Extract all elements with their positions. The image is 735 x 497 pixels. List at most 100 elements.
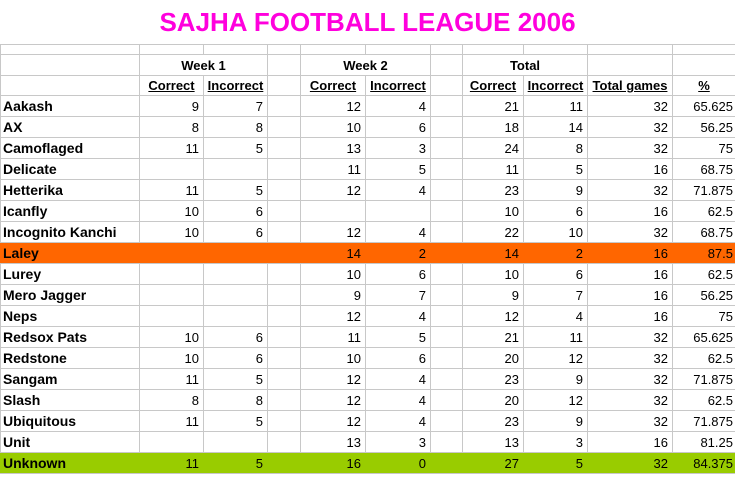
- cell-gap[interactable]: [267, 305, 301, 327]
- cell-percent[interactable]: 62.5: [672, 347, 735, 369]
- cell-total-correct[interactable]: 9: [462, 284, 524, 306]
- cell-gap[interactable]: [430, 431, 463, 453]
- cell-total-incorrect[interactable]: 10: [523, 221, 588, 243]
- cell-total-incorrect[interactable]: 8: [523, 137, 588, 159]
- cell-gap[interactable]: [267, 389, 301, 411]
- cell-week1-incorrect[interactable]: 6: [203, 200, 268, 222]
- cell-total-games[interactable]: 32: [587, 326, 673, 348]
- cell-week1-incorrect[interactable]: 5: [203, 137, 268, 159]
- cell-empty[interactable]: [300, 44, 366, 55]
- cell-total-correct[interactable]: 20: [462, 389, 524, 411]
- cell-percent[interactable]: 56.25: [672, 116, 735, 138]
- cell-gap[interactable]: [267, 368, 301, 390]
- header-total-correct[interactable]: Correct: [462, 75, 524, 96]
- cell-total-games[interactable]: 16: [587, 431, 673, 453]
- cell-percent[interactable]: 71.875: [672, 368, 735, 390]
- cell-total-incorrect[interactable]: 3: [523, 431, 588, 453]
- cell-week2-correct[interactable]: 12: [300, 410, 366, 432]
- cell-gap[interactable]: [430, 326, 463, 348]
- cell-gap[interactable]: [267, 95, 301, 117]
- cell-percent[interactable]: 62.5: [672, 200, 735, 222]
- cell-week2-correct[interactable]: 12: [300, 305, 366, 327]
- cell-gap[interactable]: [267, 158, 301, 180]
- cell-total-games[interactable]: 16: [587, 242, 673, 264]
- cell-week2-correct[interactable]: 12: [300, 95, 366, 117]
- cell-gap[interactable]: [430, 305, 463, 327]
- cell-team-name[interactable]: Ubiquitous: [0, 410, 140, 432]
- cell-total-incorrect[interactable]: 12: [523, 389, 588, 411]
- cell-week1-incorrect[interactable]: [203, 305, 268, 327]
- cell-week1-incorrect[interactable]: [203, 431, 268, 453]
- cell-team-name[interactable]: Delicate: [0, 158, 140, 180]
- cell-week1-incorrect[interactable]: 6: [203, 326, 268, 348]
- cell-total-correct[interactable]: 20: [462, 347, 524, 369]
- cell-total-incorrect[interactable]: 2: [523, 242, 588, 264]
- cell-gap[interactable]: [430, 158, 463, 180]
- cell-gap[interactable]: [430, 389, 463, 411]
- cell-total-correct[interactable]: 11: [462, 158, 524, 180]
- cell-total-incorrect[interactable]: 9: [523, 179, 588, 201]
- cell-week1-incorrect[interactable]: 8: [203, 389, 268, 411]
- cell-gap[interactable]: [267, 431, 301, 453]
- cell-empty[interactable]: [430, 44, 463, 55]
- header-week2-incorrect[interactable]: Incorrect: [365, 75, 431, 96]
- cell-empty[interactable]: [267, 44, 301, 55]
- cell-empty[interactable]: [462, 44, 524, 55]
- header-total[interactable]: Total: [462, 54, 588, 76]
- cell-week1-correct[interactable]: [139, 158, 204, 180]
- cell-week2-correct[interactable]: 12: [300, 389, 366, 411]
- cell-total-correct[interactable]: 13: [462, 431, 524, 453]
- cell-week2-incorrect[interactable]: 7: [365, 284, 431, 306]
- cell-team-name[interactable]: Redstone: [0, 347, 140, 369]
- cell-week1-correct[interactable]: 8: [139, 116, 204, 138]
- cell-percent[interactable]: 84.375: [672, 452, 735, 474]
- cell-total-correct[interactable]: 10: [462, 263, 524, 285]
- cell-total-games[interactable]: 32: [587, 410, 673, 432]
- cell-empty[interactable]: [430, 75, 463, 96]
- cell-week2-correct[interactable]: 12: [300, 368, 366, 390]
- cell-week1-correct[interactable]: 11: [139, 137, 204, 159]
- cell-week2-correct[interactable]: 9: [300, 284, 366, 306]
- cell-week2-correct[interactable]: 16: [300, 452, 366, 474]
- cell-total-correct[interactable]: 23: [462, 368, 524, 390]
- cell-week2-correct[interactable]: 13: [300, 137, 366, 159]
- cell-total-games[interactable]: 16: [587, 284, 673, 306]
- cell-week2-correct[interactable]: [300, 200, 366, 222]
- cell-gap[interactable]: [430, 95, 463, 117]
- cell-week1-correct[interactable]: 11: [139, 179, 204, 201]
- cell-team-name[interactable]: Aakash: [0, 95, 140, 117]
- cell-gap[interactable]: [267, 347, 301, 369]
- cell-total-correct[interactable]: 22: [462, 221, 524, 243]
- cell-week2-incorrect[interactable]: 5: [365, 158, 431, 180]
- cell-week2-correct[interactable]: 11: [300, 158, 366, 180]
- cell-week1-correct[interactable]: 10: [139, 326, 204, 348]
- cell-gap[interactable]: [267, 200, 301, 222]
- cell-week1-incorrect[interactable]: 6: [203, 347, 268, 369]
- cell-team-name[interactable]: Slash: [0, 389, 140, 411]
- cell-gap[interactable]: [267, 263, 301, 285]
- cell-percent[interactable]: 56.25: [672, 284, 735, 306]
- cell-total-incorrect[interactable]: 12: [523, 347, 588, 369]
- cell-team-name[interactable]: Icanfly: [0, 200, 140, 222]
- cell-total-games[interactable]: 16: [587, 158, 673, 180]
- cell-empty[interactable]: [0, 44, 140, 55]
- cell-week2-incorrect[interactable]: 4: [365, 221, 431, 243]
- cell-team-name[interactable]: AX: [0, 116, 140, 138]
- cell-week1-correct[interactable]: 11: [139, 368, 204, 390]
- cell-total-incorrect[interactable]: 5: [523, 158, 588, 180]
- cell-total-correct[interactable]: 21: [462, 326, 524, 348]
- cell-total-games[interactable]: 32: [587, 368, 673, 390]
- cell-total-incorrect[interactable]: 9: [523, 368, 588, 390]
- header-total-games[interactable]: Total games: [587, 75, 673, 96]
- header-week1-incorrect[interactable]: Incorrect: [203, 75, 268, 96]
- cell-week2-incorrect[interactable]: 4: [365, 410, 431, 432]
- cell-week1-correct[interactable]: 10: [139, 347, 204, 369]
- cell-total-games[interactable]: 32: [587, 116, 673, 138]
- cell-week2-incorrect[interactable]: 2: [365, 242, 431, 264]
- header-week1[interactable]: Week 1: [139, 54, 268, 76]
- header-week1-correct[interactable]: Correct: [139, 75, 204, 96]
- cell-team-name[interactable]: Mero Jagger: [0, 284, 140, 306]
- cell-gap[interactable]: [430, 221, 463, 243]
- cell-percent[interactable]: 71.875: [672, 179, 735, 201]
- cell-percent[interactable]: 62.5: [672, 389, 735, 411]
